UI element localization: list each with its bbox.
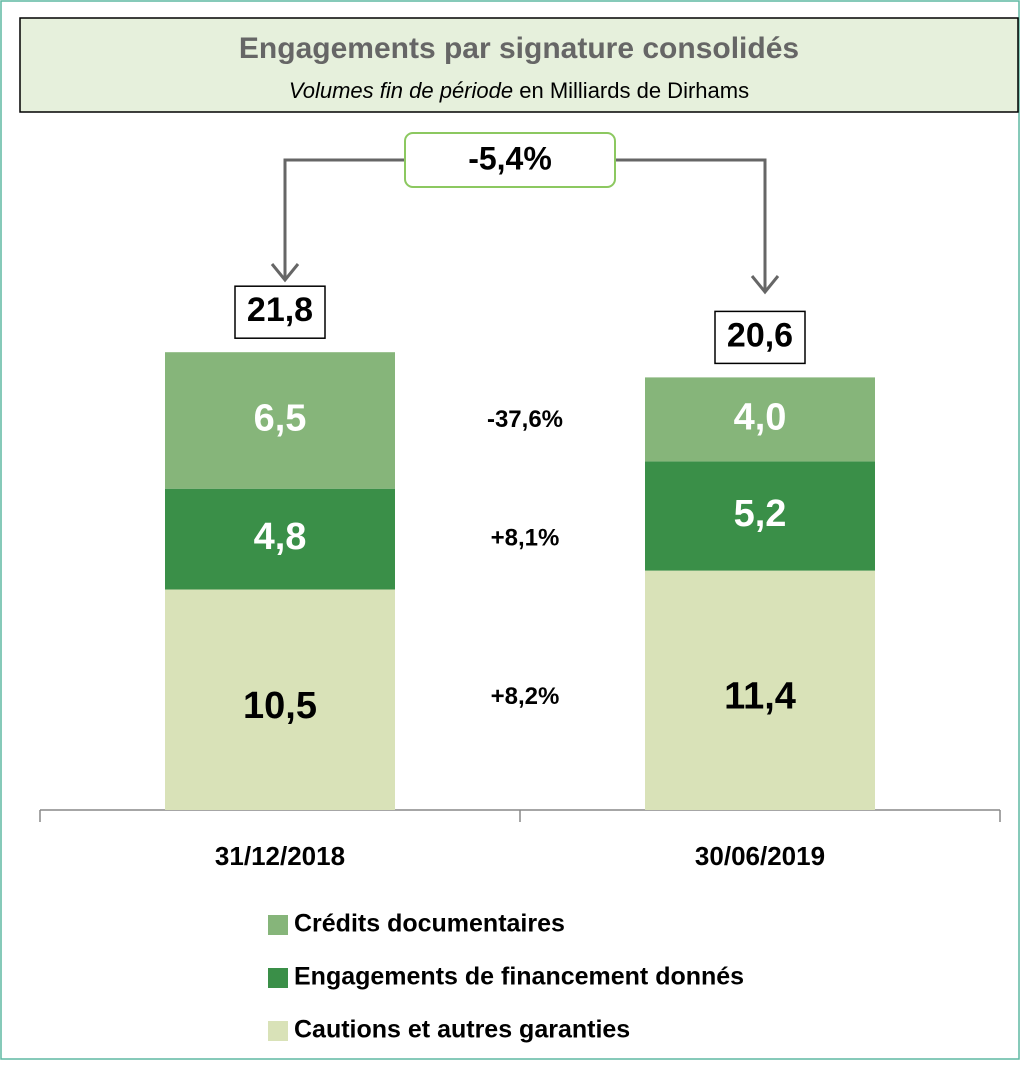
bar-segment xyxy=(165,352,395,489)
subtitle-italic: Volumes fin de période xyxy=(289,78,513,103)
value-label: 4,0 xyxy=(734,396,787,438)
bar-segment xyxy=(645,461,875,571)
value-label: 5,2 xyxy=(734,493,787,535)
arrow xyxy=(283,158,405,278)
value-label: 4,8 xyxy=(254,516,307,558)
bar-segment xyxy=(645,377,875,462)
value-label: 10,5 xyxy=(243,685,317,727)
x-tick-label: 31/12/2018 xyxy=(215,841,345,871)
arrow-head xyxy=(750,275,780,295)
legend-swatch xyxy=(268,1021,288,1041)
total-box xyxy=(234,285,326,339)
value-label: 6,5 xyxy=(254,397,307,439)
total-label: 21,8 xyxy=(247,291,313,329)
total-box xyxy=(714,310,806,365)
total-change: -5,4% xyxy=(468,140,552,176)
arrow xyxy=(615,158,767,290)
bar-segment xyxy=(165,488,395,590)
segment-change: +8,2% xyxy=(491,683,560,710)
total-label: 20,6 xyxy=(727,316,793,354)
segment-change: -37,6% xyxy=(487,406,563,433)
header-box xyxy=(19,17,1019,113)
subtitle-text: en Milliards de Dirhams xyxy=(519,78,749,103)
segment-change: +8,1% xyxy=(491,524,560,551)
legend-swatch xyxy=(268,915,288,935)
legend-swatch xyxy=(268,968,288,988)
arrow-head xyxy=(270,263,300,283)
change-box xyxy=(404,132,616,188)
legend-label: Cautions et autres garanties xyxy=(294,1016,630,1044)
bar-segment xyxy=(165,589,395,810)
value-label: 11,4 xyxy=(724,675,796,717)
legend-label: Crédits documentaires xyxy=(294,910,565,938)
bar-segment xyxy=(645,570,875,810)
chart-title: Engagements par signature consolidés xyxy=(239,32,799,65)
subtitle: Volumes fin de période en Milliards de D… xyxy=(289,78,749,103)
legend-label: Engagements de financement donnés xyxy=(294,963,744,991)
x-tick-label: 30/06/2019 xyxy=(695,841,825,871)
